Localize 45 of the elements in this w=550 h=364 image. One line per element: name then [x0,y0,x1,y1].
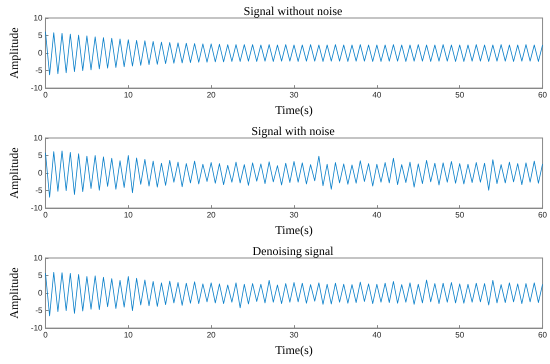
y-tick-label: 5 [38,31,44,40]
line-series [45,31,543,76]
x-tick-label: 20 [206,330,216,340]
x-tick-label: 30 [290,330,300,340]
y-tick-label: 0 [38,48,44,58]
x-axis-title: Time(s) [275,223,313,237]
chart-title: Signal with noise [251,124,335,138]
x-axis-title: Time(s) [275,103,313,117]
x-tick-label: 10 [124,210,134,220]
x-tick-label: 10 [124,330,134,340]
x-tick-label: 30 [290,90,300,100]
x-tick-label: 40 [372,90,382,100]
y-tick-label: -5 [35,66,43,76]
y-tick-label: 5 [38,151,44,160]
chart-title: Signal without noise [244,4,342,18]
y-tick-label: 10 [34,254,44,262]
y-axis-title: Amplitude [7,147,21,199]
x-tick-label: 60 [538,330,548,340]
x-tick-label: 10 [124,90,134,100]
y-axis-title: Amplitude [7,27,21,79]
x-tick-label: 40 [372,330,382,340]
x-tick-label: 60 [538,90,548,100]
y-tick-label: -5 [35,186,43,196]
y-tick-label: -10 [30,84,44,93]
x-tick-label: 50 [455,210,465,220]
y-tick-label: -10 [30,204,44,213]
y-tick-label: 5 [38,271,44,280]
x-tick-label: 50 [455,90,465,100]
y-tick-label: 10 [34,134,44,142]
y-axis-title: Amplitude [7,267,21,319]
x-tick-label: 50 [455,330,465,340]
y-tick-label: 10 [34,14,44,22]
line-series [45,150,543,198]
y-tick-label: -10 [30,324,44,333]
x-axis-title: Time(s) [275,343,313,357]
y-tick-label: 0 [38,168,44,178]
x-tick-label: 40 [372,210,382,220]
y-tick-label: 0 [38,288,44,298]
line-series [45,272,543,316]
x-tick-label: 20 [206,90,216,100]
x-tick-label: 20 [206,210,216,220]
y-tick-label: -5 [35,306,43,316]
chart-title: Denoising signal [252,244,334,258]
x-tick-label: 60 [538,210,548,220]
x-tick-label: 30 [290,210,300,220]
